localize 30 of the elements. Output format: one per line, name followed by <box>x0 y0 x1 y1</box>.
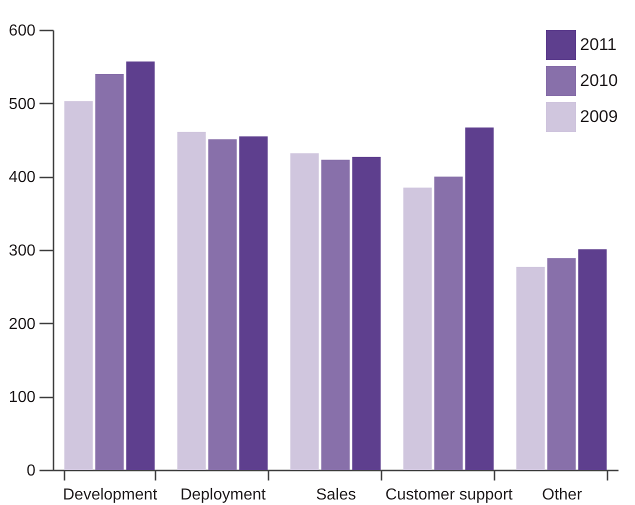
legend-label: 2010 <box>580 71 618 90</box>
x-tick-label: Deployment <box>180 486 266 504</box>
bar <box>516 266 545 470</box>
bar <box>434 176 463 470</box>
legend-label: 2009 <box>580 107 618 126</box>
x-tick-label: Other <box>542 486 583 504</box>
bar <box>95 74 124 470</box>
bar <box>239 136 268 470</box>
x-tick-label: Customer support <box>385 486 514 504</box>
bar <box>578 249 607 470</box>
y-tick-label: 100 <box>8 389 36 406</box>
bar <box>177 132 206 470</box>
legend-label: 2011 <box>580 35 617 54</box>
x-tick-label: Development <box>62 486 158 504</box>
x-tick-label: Sales <box>316 486 356 504</box>
bar <box>64 101 93 470</box>
y-tick-label: 500 <box>8 96 36 113</box>
bar <box>290 153 319 470</box>
y-tick-label: 300 <box>8 242 36 260</box>
bar <box>465 128 494 470</box>
bar <box>547 258 576 470</box>
bar <box>321 160 350 470</box>
y-tick-label: 200 <box>8 316 36 333</box>
bar <box>208 139 237 470</box>
bar <box>352 156 381 470</box>
y-tick-label: 0 <box>26 462 36 480</box>
bar <box>126 62 155 470</box>
bar <box>403 188 432 470</box>
y-tick-label: 600 <box>8 22 36 40</box>
y-tick-label: 400 <box>8 169 36 186</box>
